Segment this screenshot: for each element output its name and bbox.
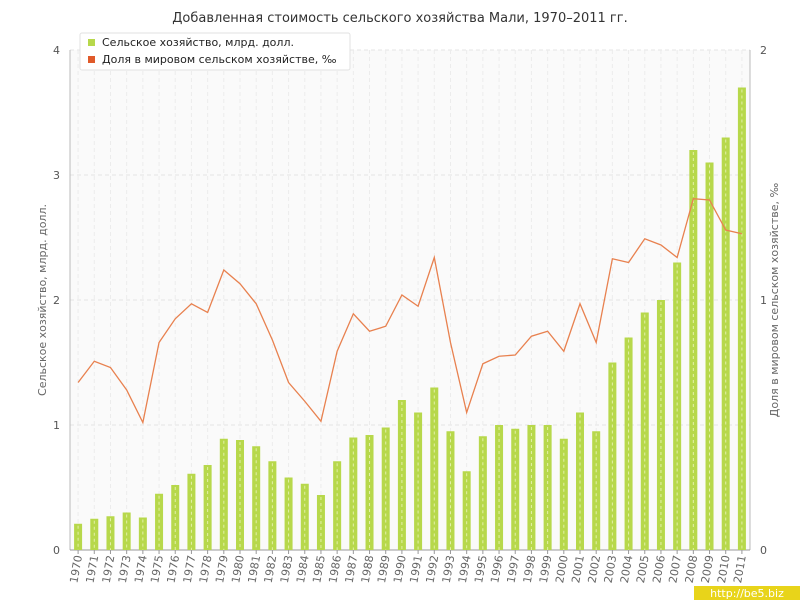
x-tick-label: 1975 xyxy=(148,554,166,584)
x-tick-label: 1972 xyxy=(100,554,118,584)
bar-1978 xyxy=(203,465,212,550)
y-axis-right-label: Доля в мировом сельском хозяйстве, ‰ xyxy=(768,183,781,418)
x-tick-label: 2009 xyxy=(699,554,717,584)
y-right-tick-label: 0 xyxy=(760,544,767,557)
bar-2000 xyxy=(559,438,568,550)
chart-title: Добавленная стоимость сельского хозяйств… xyxy=(172,11,627,26)
x-tick-label: 2011 xyxy=(731,554,749,584)
legend-line-label: Доля в мировом сельском хозяйстве, ‰ xyxy=(102,53,337,66)
y-axis-left-label: Сельское хозяйство, млрд. долл. xyxy=(36,204,49,396)
x-tick-label: 1983 xyxy=(278,554,296,584)
bar-1993 xyxy=(446,431,455,550)
bar-series xyxy=(74,87,746,550)
y-left-tick-label: 3 xyxy=(53,169,60,182)
bar-2002 xyxy=(592,431,601,550)
watermark-link[interactable]: http://be5.biz xyxy=(710,587,784,600)
x-tick-label: 1977 xyxy=(181,554,199,584)
legend-bar-marker xyxy=(88,39,95,46)
x-tick-label: 1993 xyxy=(440,554,458,584)
y-left-tick-label: 2 xyxy=(53,294,60,307)
x-tick-label: 1979 xyxy=(213,554,231,584)
y-left-tick-label: 0 xyxy=(53,544,60,557)
x-tick-label: 2007 xyxy=(666,554,684,584)
x-tick-label: 2002 xyxy=(585,554,603,584)
x-tick-label: 1984 xyxy=(294,554,312,584)
x-tick-label: 1973 xyxy=(116,554,134,584)
x-tick-label: 1992 xyxy=(424,554,442,584)
x-tick-label: 1989 xyxy=(375,554,393,584)
share-line xyxy=(77,198,743,425)
y-axis-right-ticks: 0 1 2 xyxy=(760,44,767,557)
x-tick-label: 2006 xyxy=(650,554,668,584)
x-tick-label: 1997 xyxy=(505,554,523,584)
x-tick-label: 1970 xyxy=(67,554,85,584)
legend[interactable]: Сельское хозяйство, млрд. долл. Доля в м… xyxy=(79,32,351,71)
y-left-tick-label: 4 xyxy=(53,44,60,57)
x-tick-label: 1985 xyxy=(310,554,328,584)
y-right-tick-label: 1 xyxy=(760,294,767,307)
x-tick-label: 1998 xyxy=(521,554,539,584)
x-tick-label: 1986 xyxy=(326,554,344,584)
x-tick-label: 1980 xyxy=(229,554,247,584)
y-left-tick-label: 1 xyxy=(53,419,60,432)
x-tick-label: 1990 xyxy=(391,554,409,584)
bar-2009 xyxy=(705,162,714,550)
x-tick-label: 1999 xyxy=(537,554,555,584)
x-tick-label: 1981 xyxy=(245,554,263,584)
x-axis-ticks: 1970197119721973197419751976197719781979… xyxy=(67,550,749,584)
x-tick-label: 2001 xyxy=(569,554,587,584)
x-tick-label: 1976 xyxy=(165,554,183,584)
x-tick-label: 1994 xyxy=(456,554,474,584)
watermark-background xyxy=(694,586,800,600)
x-tick-label: 2005 xyxy=(634,554,652,584)
bar-1983 xyxy=(284,477,293,550)
bar-1997 xyxy=(511,428,520,550)
bar-2007 xyxy=(673,262,682,550)
x-tick-label: 2003 xyxy=(602,554,620,584)
x-tick-label: 1978 xyxy=(197,554,215,584)
bar-1980 xyxy=(236,440,244,550)
x-tick-label: 1995 xyxy=(472,554,490,584)
bar-1973 xyxy=(122,512,131,550)
line-series xyxy=(77,198,743,425)
y-axis-left-ticks: 0 1 2 3 4 xyxy=(53,44,60,557)
legend-line-marker xyxy=(88,56,95,63)
x-tick-label: 1987 xyxy=(343,554,361,584)
x-tick-label: 2004 xyxy=(618,554,636,584)
x-tick-label: 1982 xyxy=(262,554,280,584)
x-tick-label: 1971 xyxy=(84,554,102,584)
x-tick-label: 1991 xyxy=(407,554,425,584)
bar-1979 xyxy=(219,438,228,550)
x-tick-label: 1996 xyxy=(488,554,506,584)
x-tick-label: 1988 xyxy=(359,554,377,584)
legend-bar-label: Сельское хозяйство, млрд. долл. xyxy=(102,36,294,49)
y-right-tick-label: 2 xyxy=(760,44,767,57)
x-tick-label: 2008 xyxy=(683,554,701,584)
bar-1989 xyxy=(381,427,390,550)
bar-1970 xyxy=(74,523,83,550)
watermark[interactable]: http://be5.biz xyxy=(694,586,800,600)
x-tick-label: 2010 xyxy=(715,554,733,584)
x-tick-label: 1974 xyxy=(132,554,150,584)
x-tick-label: 2000 xyxy=(553,554,571,584)
legend-box xyxy=(79,32,351,71)
